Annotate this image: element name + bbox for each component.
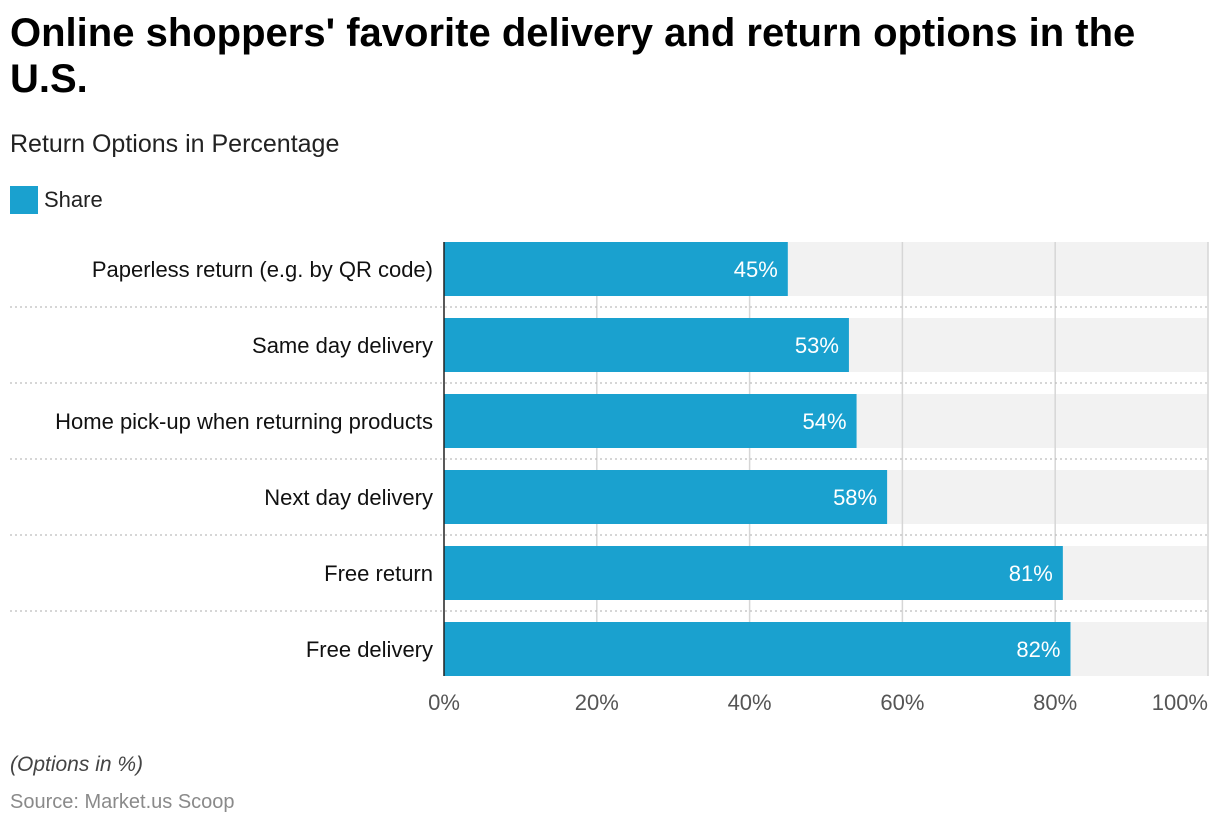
bar — [444, 470, 888, 524]
chart-subtitle: Return Options in Percentage — [10, 130, 340, 158]
data-label: 58% — [833, 485, 877, 510]
bar — [444, 318, 849, 372]
x-tick-label: 20% — [575, 690, 619, 715]
category-label: Free delivery — [306, 637, 433, 662]
category-label: Free return — [324, 561, 433, 586]
category-label: Paperless return (e.g. by QR code) — [92, 257, 433, 282]
legend-swatch — [10, 186, 38, 214]
chart-source: Source: Market.us Scoop — [10, 791, 235, 813]
data-label: 54% — [803, 409, 847, 434]
x-tick-label: 0% — [428, 690, 460, 715]
chart-title: Online shoppers' favorite delivery and r… — [10, 11, 1136, 101]
x-tick-label: 80% — [1033, 690, 1077, 715]
legend: Share — [10, 186, 103, 214]
bar — [444, 546, 1063, 600]
x-tick-label: 40% — [728, 690, 772, 715]
bar — [444, 242, 788, 296]
data-label: 53% — [795, 333, 839, 358]
bar — [444, 622, 1071, 676]
category-label: Next day delivery — [264, 485, 433, 510]
category-label: Home pick-up when returning products — [55, 409, 433, 434]
category-label: Same day delivery — [252, 333, 433, 358]
x-tick-label: 100% — [1152, 690, 1208, 715]
legend-label: Share — [44, 187, 103, 212]
data-label: 81% — [1009, 561, 1053, 586]
chart-note: (Options in %) — [10, 753, 144, 776]
x-tick-label: 60% — [880, 690, 924, 715]
data-label: 45% — [734, 257, 778, 282]
bar — [444, 394, 857, 448]
data-label: 82% — [1016, 637, 1060, 662]
